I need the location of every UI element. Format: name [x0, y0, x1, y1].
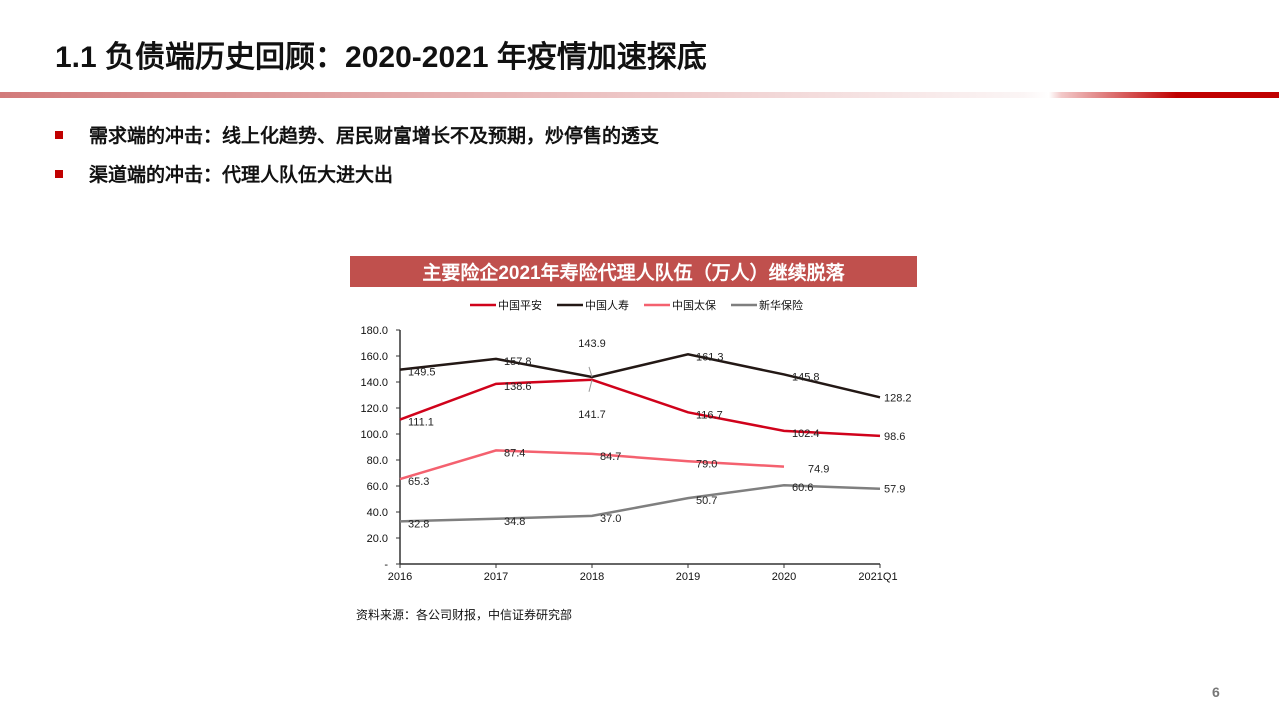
- bullet-item: 渠道端的冲击：代理人队伍大进大出: [55, 160, 393, 187]
- y-tick-label: 60.0: [367, 481, 388, 493]
- page-number: 6: [1212, 684, 1220, 700]
- page-title: 1.1 负债端历史回顾：2020-2021 年疫情加速探底: [55, 41, 707, 74]
- series-line-3: [399, 483, 881, 523]
- series-line-2: [399, 449, 785, 481]
- data-label: 79.0: [696, 458, 717, 470]
- y-tick-label: -: [384, 559, 388, 571]
- data-label: 149.5: [408, 367, 436, 379]
- legend-label: 新华保险: [759, 298, 803, 312]
- data-label: 60.6: [792, 482, 813, 494]
- data-label: 74.9: [808, 464, 829, 476]
- bullet-text: 渠道端的冲击：代理人队伍大进大出: [89, 165, 394, 186]
- x-tick-label: 2021Q1: [858, 571, 897, 583]
- data-label: 84.7: [600, 451, 621, 463]
- data-label: 34.8: [504, 516, 525, 528]
- chart-title: 主要险企2021年寿险代理人队伍（万人）继续脱落: [350, 256, 917, 287]
- bullet-item: 需求端的冲击：线上化趋势、居民财富增长不及预期，炒停售的透支: [55, 121, 659, 148]
- y-tick-label: 140.0: [360, 377, 388, 389]
- data-label: 57.9: [884, 484, 905, 496]
- bullet-text: 需求端的冲击：线上化趋势、居民财富增长不及预期，炒停售的透支: [89, 126, 660, 147]
- x-tick-label: 2019: [676, 571, 700, 583]
- bullet-icon: [55, 169, 63, 178]
- data-label: 98.6: [884, 431, 905, 443]
- y-tick-label: 160.0: [360, 351, 388, 363]
- y-tick-label: 20.0: [367, 533, 388, 545]
- legend-label: 中国太保: [672, 298, 716, 312]
- bullet-icon: [55, 130, 63, 139]
- data-label: 65.3: [408, 476, 429, 488]
- data-label: 128.2: [884, 392, 912, 404]
- series-line-0: [399, 378, 881, 438]
- leader-line: [588, 366, 593, 378]
- data-label: 111.1: [408, 417, 434, 429]
- x-tick-label: 2017: [484, 571, 508, 583]
- y-tick-label: 40.0: [367, 507, 388, 519]
- legend-label: 中国人寿: [585, 298, 629, 312]
- data-label: 143.9: [578, 338, 606, 350]
- data-label: 161.3: [696, 351, 724, 363]
- x-tick-label: 2018: [580, 571, 604, 583]
- data-label: 102.4: [792, 428, 820, 440]
- data-label: 116.7: [696, 409, 723, 421]
- y-tick-label: 180.0: [360, 325, 388, 337]
- data-label: 138.6: [504, 381, 532, 393]
- x-tick-label: 2020: [772, 571, 796, 583]
- legend-label: 中国平安: [498, 298, 542, 312]
- source-note: 资料来源：各公司财报，中信证券研究部: [356, 608, 573, 622]
- x-tick-label: 2016: [388, 571, 412, 583]
- data-label: 87.4: [504, 447, 525, 459]
- data-label: 157.8: [504, 356, 532, 368]
- data-label: 50.7: [696, 495, 717, 507]
- data-label: 141.7: [578, 409, 606, 421]
- y-tick-label: 120.0: [360, 403, 388, 415]
- y-tick-label: 100.0: [360, 429, 388, 441]
- data-label: 145.8: [792, 371, 820, 383]
- title-divider: [0, 92, 1279, 98]
- series-line-1: [399, 353, 881, 399]
- data-label: 37.0: [600, 513, 621, 525]
- leader-line: [588, 379, 593, 392]
- data-label: 32.8: [408, 518, 429, 530]
- y-tick-label: 80.0: [367, 455, 388, 467]
